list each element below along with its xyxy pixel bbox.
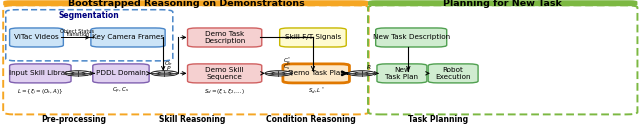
Circle shape — [65, 71, 92, 76]
Text: Key Camera Frames: Key Camera Frames — [92, 35, 164, 40]
Text: Skill Reasoning: Skill Reasoning — [159, 115, 225, 124]
Circle shape — [355, 72, 368, 75]
Text: Object Status: Object Status — [60, 29, 94, 34]
Text: Robot
Execution: Robot Execution — [435, 67, 471, 80]
FancyBboxPatch shape — [377, 64, 427, 83]
Text: Demo Skill
Sequence: Demo Skill Sequence — [205, 67, 244, 80]
FancyBboxPatch shape — [91, 28, 165, 47]
FancyBboxPatch shape — [188, 64, 262, 83]
Text: $L = \{\xi_i = (O_t, A)\}$: $L = \{\xi_i = (O_t, A)\}$ — [17, 87, 63, 96]
FancyBboxPatch shape — [10, 64, 71, 83]
FancyBboxPatch shape — [10, 28, 63, 47]
Text: Demo Task Plan: Demo Task Plan — [288, 70, 344, 76]
FancyBboxPatch shape — [428, 64, 478, 83]
Circle shape — [272, 72, 285, 75]
Text: Transition: Transition — [65, 32, 89, 37]
Text: $C_p, C_s$: $C_p, C_s$ — [113, 86, 129, 96]
Text: Task Planning: Task Planning — [408, 115, 468, 124]
FancyBboxPatch shape — [283, 64, 349, 83]
Text: New
Task Plan: New Task Plan — [385, 67, 419, 80]
FancyBboxPatch shape — [368, 0, 637, 6]
FancyBboxPatch shape — [3, 0, 369, 6]
Text: $S_d = (\xi_1, \xi_2, \ldots)$: $S_d = (\xi_1, \xi_2, \ldots)$ — [204, 87, 245, 96]
Text: Bootstrapped Reasoning on Demonstrations: Bootstrapped Reasoning on Demonstrations — [68, 0, 304, 8]
Text: ViTac Videos: ViTac Videos — [14, 35, 59, 40]
Circle shape — [151, 71, 178, 76]
Text: $P$: $P$ — [166, 64, 171, 72]
Circle shape — [72, 72, 84, 75]
Text: Demo Task
Description: Demo Task Description — [204, 31, 245, 44]
FancyBboxPatch shape — [376, 28, 447, 47]
Text: $O_e$: $O_e$ — [164, 59, 173, 68]
Text: $S_d, L^*$: $S_d, L^*$ — [308, 86, 324, 96]
Text: Segmentation: Segmentation — [59, 11, 120, 20]
Text: Pre-processing: Pre-processing — [41, 115, 106, 124]
Text: Planning for New Task: Planning for New Task — [444, 0, 562, 8]
Circle shape — [348, 71, 375, 76]
Circle shape — [265, 71, 292, 76]
Circle shape — [158, 72, 171, 75]
FancyBboxPatch shape — [188, 28, 262, 47]
Text: New Task Description: New Task Description — [372, 35, 450, 40]
Text: $C_s^*$: $C_s^*$ — [283, 61, 292, 72]
FancyBboxPatch shape — [93, 64, 149, 83]
Text: $R$: $R$ — [366, 63, 372, 71]
FancyBboxPatch shape — [280, 28, 346, 47]
Text: Condition Reasoning: Condition Reasoning — [266, 115, 355, 124]
Text: Skill F/T Signals: Skill F/T Signals — [285, 35, 341, 40]
Text: $C_p^*$: $C_p^*$ — [283, 56, 292, 68]
Text: Input Skill Library: Input Skill Library — [8, 70, 72, 76]
Text: PDDL Domain: PDDL Domain — [96, 70, 146, 76]
